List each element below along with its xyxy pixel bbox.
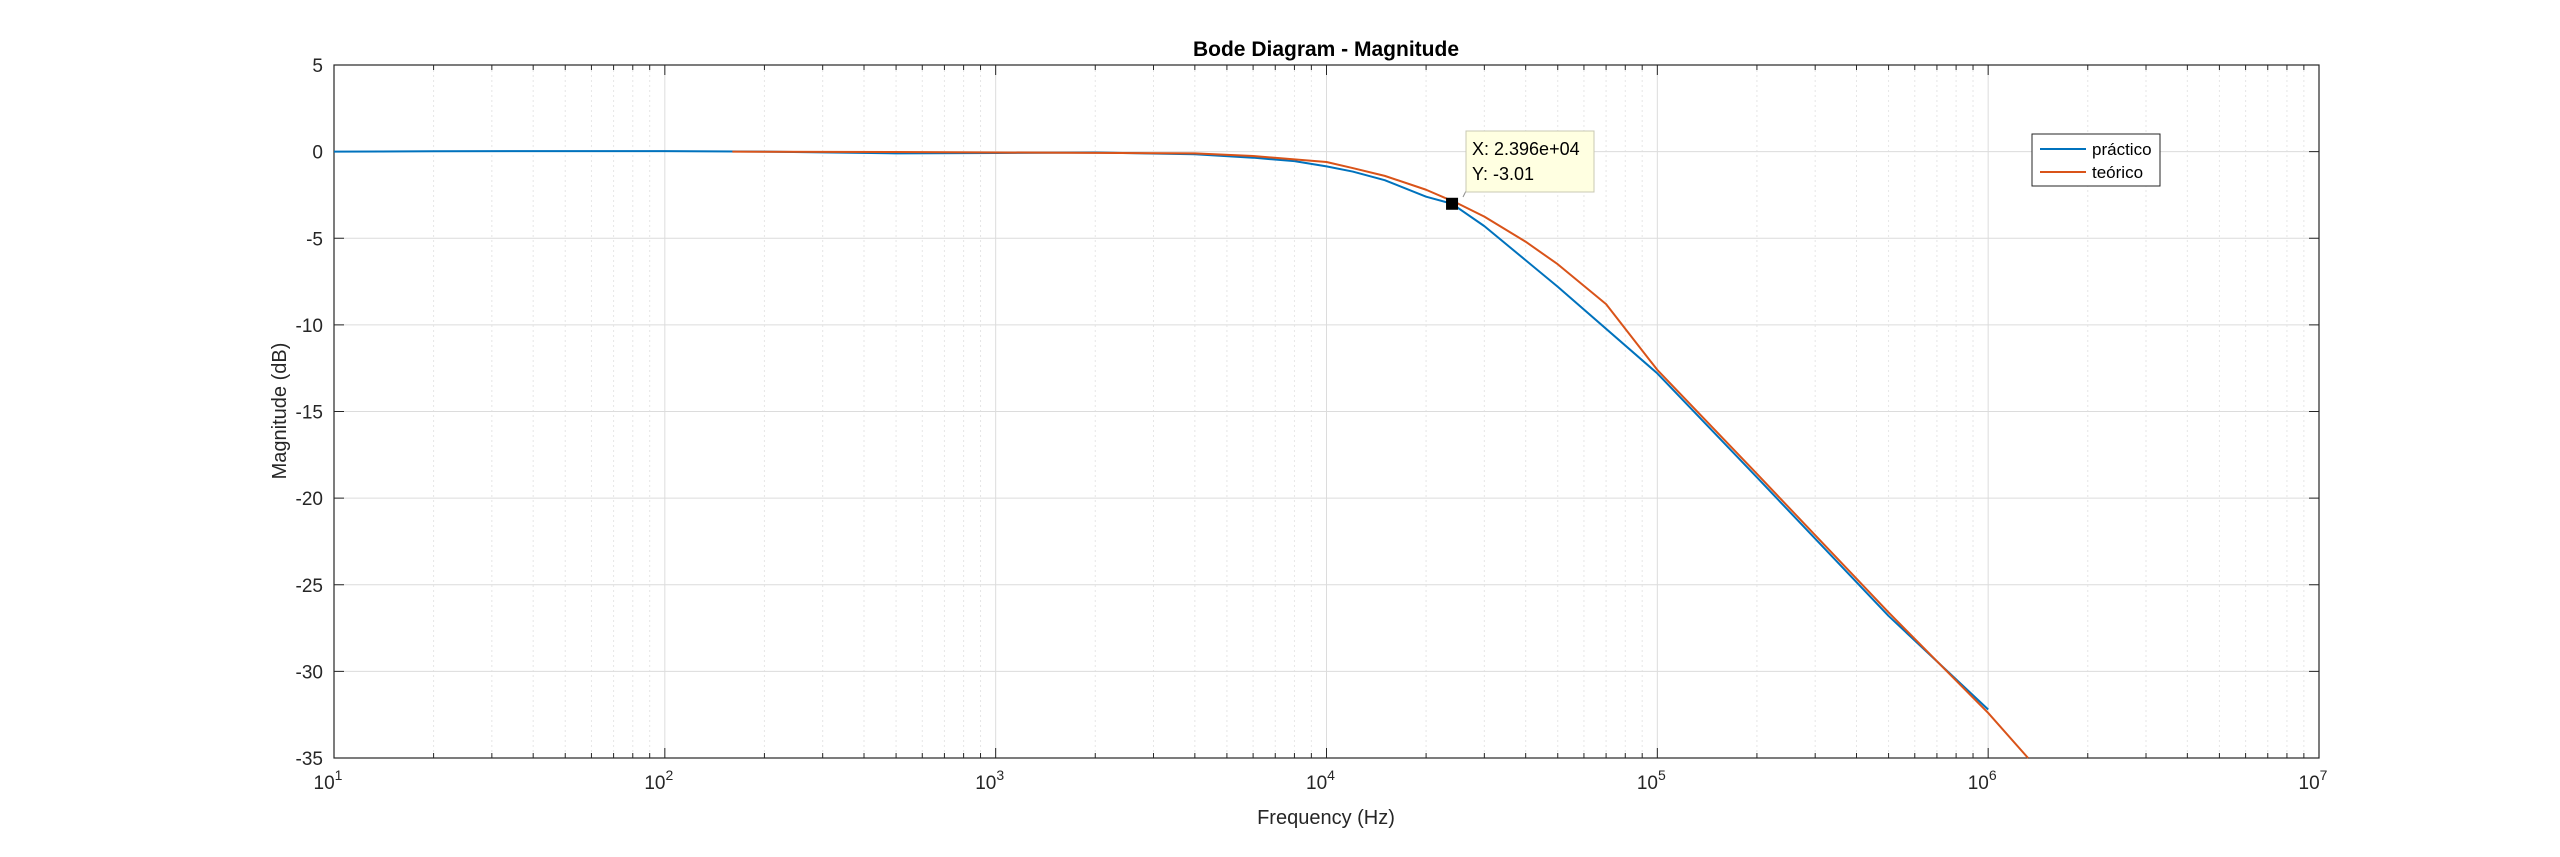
- legend-box: [2031, 133, 2161, 187]
- x-tick-base: 10: [314, 773, 335, 794]
- x-tick-label: 101: [314, 767, 343, 794]
- x-tick-base: 10: [644, 773, 665, 794]
- x-tick-base: 10: [975, 773, 996, 794]
- legend-label-teorico: teórico: [2092, 163, 2143, 182]
- x-tick-exponent: 4: [1327, 767, 1335, 783]
- y-tick-label: -10: [296, 316, 323, 337]
- series-line-practico: [333, 150, 1989, 711]
- x-tick-base: 10: [1306, 773, 1327, 794]
- y-axis-label: Magnitude (dB): [269, 343, 291, 480]
- x-tick-base: 10: [2299, 773, 2320, 794]
- x-tick-exponent: 5: [1658, 767, 1666, 783]
- datatip-box: [1465, 130, 1595, 193]
- y-tick-label: -20: [296, 489, 323, 510]
- datatip-y-text: Y: -3.01: [1472, 164, 1534, 184]
- x-tick-label: 105: [1637, 767, 1666, 794]
- datatip[interactable]: X: 2.396e+04 Y: -3.01: [1446, 130, 1595, 210]
- x-tick-label: 107: [2299, 767, 2328, 794]
- y-tick-label: 0: [312, 143, 323, 164]
- series-line-teorico: [732, 150, 2029, 759]
- x-tick-base: 10: [1637, 773, 1658, 794]
- y-tick-label: -30: [296, 662, 323, 683]
- x-tick-label: 106: [1968, 767, 1997, 794]
- x-tick-label: 103: [975, 767, 1004, 794]
- legend-label-practico: práctico: [2092, 140, 2152, 159]
- x-tick-exponent: 1: [335, 767, 343, 783]
- chart-title: Bode Diagram - Magnitude: [1193, 38, 1459, 61]
- y-tick-labels: 5 0 -5 -10 -15 -20 -25 -30 -35: [296, 56, 323, 770]
- x-tick-label: 102: [644, 767, 673, 794]
- x-tick-exponent: 6: [1989, 767, 1997, 783]
- x-tick-exponent: 3: [996, 767, 1004, 783]
- x-tick-label: 104: [1306, 767, 1335, 794]
- legend: práctico teórico: [2031, 133, 2161, 187]
- y-tick-label: 5: [312, 56, 323, 77]
- y-tick-label: -15: [296, 403, 323, 424]
- x-axis-label: Frequency (Hz): [1257, 807, 1395, 829]
- datatip-marker[interactable]: [1446, 197, 1459, 210]
- x-tick-exponent: 7: [2320, 767, 2328, 783]
- y-tick-label: -25: [296, 576, 323, 597]
- y-tick-label: -35: [296, 749, 323, 770]
- x-tick-labels: 101 102 103 104 105 106 107: [314, 767, 2328, 794]
- x-tick-exponent: 2: [666, 767, 674, 783]
- series-layer: [333, 150, 2029, 759]
- grid-layer: [333, 64, 2320, 759]
- x-tick-base: 10: [1968, 773, 1989, 794]
- datatip-x-text: X: 2.396e+04: [1472, 139, 1580, 159]
- y-tick-label: -5: [306, 229, 323, 250]
